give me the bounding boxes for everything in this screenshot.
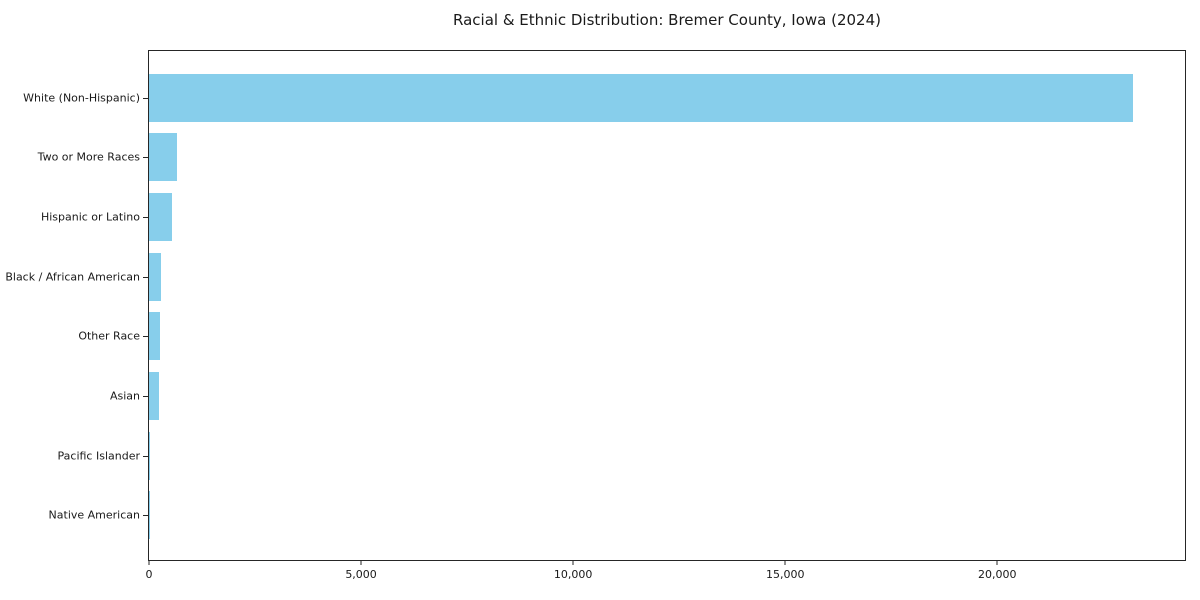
bar xyxy=(149,252,162,301)
y-axis-tick xyxy=(143,276,148,278)
x-axis-tick xyxy=(360,560,362,565)
bar-row: Other Race xyxy=(78,307,1185,367)
y-axis-tick xyxy=(143,157,148,159)
y-axis-tick xyxy=(143,395,148,397)
plot-area: White (Non-Hispanic) Two or More Races His… xyxy=(5,50,1186,581)
y-axis-tick xyxy=(143,455,148,457)
y-axis-tick xyxy=(143,97,148,99)
category-label: Native American xyxy=(48,508,140,522)
x-tick-label: 20,000 xyxy=(978,568,1017,581)
x-tick-label: 10,000 xyxy=(553,568,593,581)
x-axis-tick xyxy=(784,560,786,565)
bar xyxy=(149,312,161,361)
category-label: Two or More Races xyxy=(37,150,140,164)
category-label: Pacific Islander xyxy=(57,449,140,463)
bar-row: Hispanic or Latino xyxy=(41,187,1185,247)
bar-row: Native American xyxy=(49,485,1185,545)
bar xyxy=(149,193,172,242)
bar-row: Black / African American xyxy=(5,247,1185,307)
x-tick-label: 15,000 xyxy=(765,568,805,581)
bar-row: Two or More Races xyxy=(38,128,1185,188)
bar-row: White (Non-Hispanic) xyxy=(23,68,1185,128)
y-axis-tick xyxy=(143,515,148,517)
category-label: White (Non-Hispanic) xyxy=(23,91,140,105)
category-label: Other Race xyxy=(78,329,140,343)
y-axis-tick xyxy=(143,217,148,219)
bar xyxy=(149,133,177,182)
x-tick-label: 0 xyxy=(145,568,153,581)
bar xyxy=(149,73,1134,122)
category-label: Black / African American xyxy=(5,270,140,284)
bar xyxy=(149,431,150,480)
x-axis-tick xyxy=(996,560,998,565)
category-label: Asian xyxy=(109,389,140,403)
bar-row: Asian xyxy=(110,366,1185,426)
y-axis-tick xyxy=(143,336,148,338)
x-axis-tick xyxy=(148,560,150,565)
bar-row: Pacific Islander xyxy=(58,426,1185,486)
chart-title: Racial & Ethnic Distribution: Bremer Cou… xyxy=(453,11,881,29)
x-axis-tick xyxy=(572,560,574,565)
bar-rows-container: White (Non-Hispanic) Two or More Races His… xyxy=(5,51,1185,560)
bar xyxy=(149,371,160,420)
category-label: Hispanic or Latino xyxy=(40,210,140,224)
x-tick-label: 5,000 xyxy=(345,568,377,581)
